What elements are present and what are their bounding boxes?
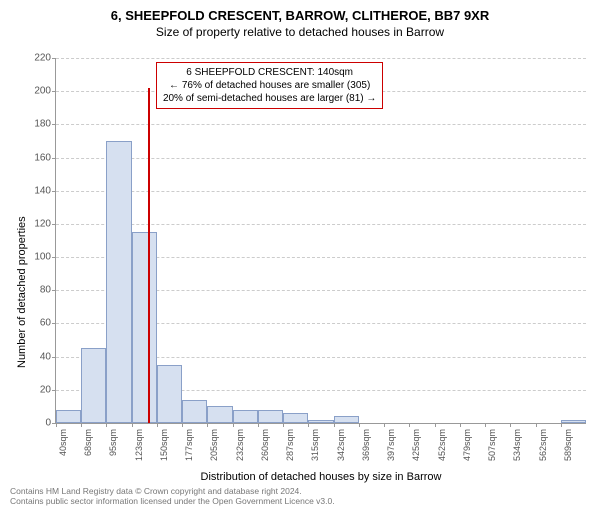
x-tick — [182, 423, 183, 427]
x-tick-label: 123sqm — [134, 429, 144, 469]
annotation-line2: ← 76% of detached houses are smaller (30… — [163, 79, 376, 92]
y-tick-label: 120 — [34, 218, 51, 229]
histogram-bar — [182, 400, 207, 423]
x-tick — [233, 423, 234, 427]
y-tick — [52, 224, 56, 225]
histogram-bar — [233, 410, 258, 423]
chart-title-main: 6, SHEEPFOLD CRESCENT, BARROW, CLITHEROE… — [0, 8, 600, 23]
x-tick-label: 95sqm — [108, 429, 118, 469]
histogram-bar — [308, 420, 333, 423]
chart-title-sub: Size of property relative to detached ho… — [0, 25, 600, 39]
y-tick — [52, 124, 56, 125]
histogram-bar — [81, 348, 106, 423]
histogram-bar — [132, 232, 157, 423]
y-tick-label: 140 — [34, 185, 51, 196]
x-tick — [510, 423, 511, 427]
histogram-bar — [258, 410, 283, 423]
x-tick-label: 232sqm — [235, 429, 245, 469]
x-tick-label: 177sqm — [184, 429, 194, 469]
x-tick-label: 205sqm — [209, 429, 219, 469]
histogram-bar — [283, 413, 308, 423]
x-tick — [283, 423, 284, 427]
x-tick-label: 40sqm — [58, 429, 68, 469]
annotation-box: 6 SHEEPFOLD CRESCENT: 140sqm← 76% of det… — [156, 62, 383, 109]
gridline — [56, 124, 586, 125]
histogram-bar — [334, 416, 359, 423]
x-tick-label: 425sqm — [411, 429, 421, 469]
x-tick — [334, 423, 335, 427]
property-marker-line — [148, 88, 150, 423]
y-tick — [52, 290, 56, 291]
x-tick-label: 589sqm — [563, 429, 573, 469]
y-tick-label: 200 — [34, 86, 51, 97]
x-tick-label: 150sqm — [159, 429, 169, 469]
histogram-bar — [207, 406, 232, 423]
histogram-chart: 02040608010012014016018020022040sqm68sqm… — [55, 58, 585, 423]
x-tick — [132, 423, 133, 427]
y-tick-label: 20 — [40, 384, 51, 395]
x-tick — [81, 423, 82, 427]
y-tick-label: 180 — [34, 119, 51, 130]
gridline — [56, 158, 586, 159]
y-tick-label: 40 — [40, 351, 51, 362]
histogram-bar — [56, 410, 81, 423]
y-tick — [52, 357, 56, 358]
x-tick — [157, 423, 158, 427]
plot-area: 02040608010012014016018020022040sqm68sqm… — [55, 58, 586, 424]
y-tick — [52, 158, 56, 159]
x-tick-label: 369sqm — [361, 429, 371, 469]
x-tick-label: 507sqm — [487, 429, 497, 469]
y-tick — [52, 323, 56, 324]
annotation-line1: 6 SHEEPFOLD CRESCENT: 140sqm — [163, 66, 376, 79]
x-tick — [561, 423, 562, 427]
x-tick-label: 342sqm — [336, 429, 346, 469]
y-tick-label: 220 — [34, 53, 51, 64]
histogram-bar — [106, 141, 131, 423]
x-tick-label: 260sqm — [260, 429, 270, 469]
x-tick — [56, 423, 57, 427]
gridline — [56, 58, 586, 59]
x-tick — [536, 423, 537, 427]
y-tick-label: 0 — [45, 418, 51, 429]
y-tick-label: 160 — [34, 152, 51, 163]
x-tick-label: 562sqm — [538, 429, 548, 469]
footer-line1: Contains HM Land Registry data © Crown c… — [10, 486, 335, 496]
x-axis-label: Distribution of detached houses by size … — [56, 471, 586, 483]
x-tick — [435, 423, 436, 427]
x-tick-label: 479sqm — [462, 429, 472, 469]
x-tick-label: 68sqm — [83, 429, 93, 469]
x-tick — [207, 423, 208, 427]
x-tick — [308, 423, 309, 427]
footer-attribution: Contains HM Land Registry data © Crown c… — [10, 486, 335, 506]
x-tick — [460, 423, 461, 427]
y-tick — [52, 191, 56, 192]
gridline — [56, 191, 586, 192]
annotation-line3: 20% of semi-detached houses are larger (… — [163, 92, 376, 105]
x-tick-label: 534sqm — [512, 429, 522, 469]
x-tick-label: 397sqm — [386, 429, 396, 469]
histogram-bar — [157, 365, 182, 423]
x-tick — [409, 423, 410, 427]
x-tick — [485, 423, 486, 427]
y-tick-label: 60 — [40, 318, 51, 329]
y-tick-label: 100 — [34, 252, 51, 263]
y-axis-label: Number of detached properties — [16, 216, 28, 368]
x-tick-label: 452sqm — [437, 429, 447, 469]
y-tick — [52, 58, 56, 59]
y-tick — [52, 257, 56, 258]
x-tick-label: 287sqm — [285, 429, 295, 469]
x-tick-label: 315sqm — [310, 429, 320, 469]
histogram-bar — [561, 420, 586, 423]
y-tick-label: 80 — [40, 285, 51, 296]
y-tick — [52, 91, 56, 92]
x-tick — [384, 423, 385, 427]
gridline — [56, 224, 586, 225]
x-tick — [359, 423, 360, 427]
x-tick — [258, 423, 259, 427]
x-tick — [106, 423, 107, 427]
y-tick — [52, 390, 56, 391]
footer-line2: Contains public sector information licen… — [10, 496, 335, 506]
